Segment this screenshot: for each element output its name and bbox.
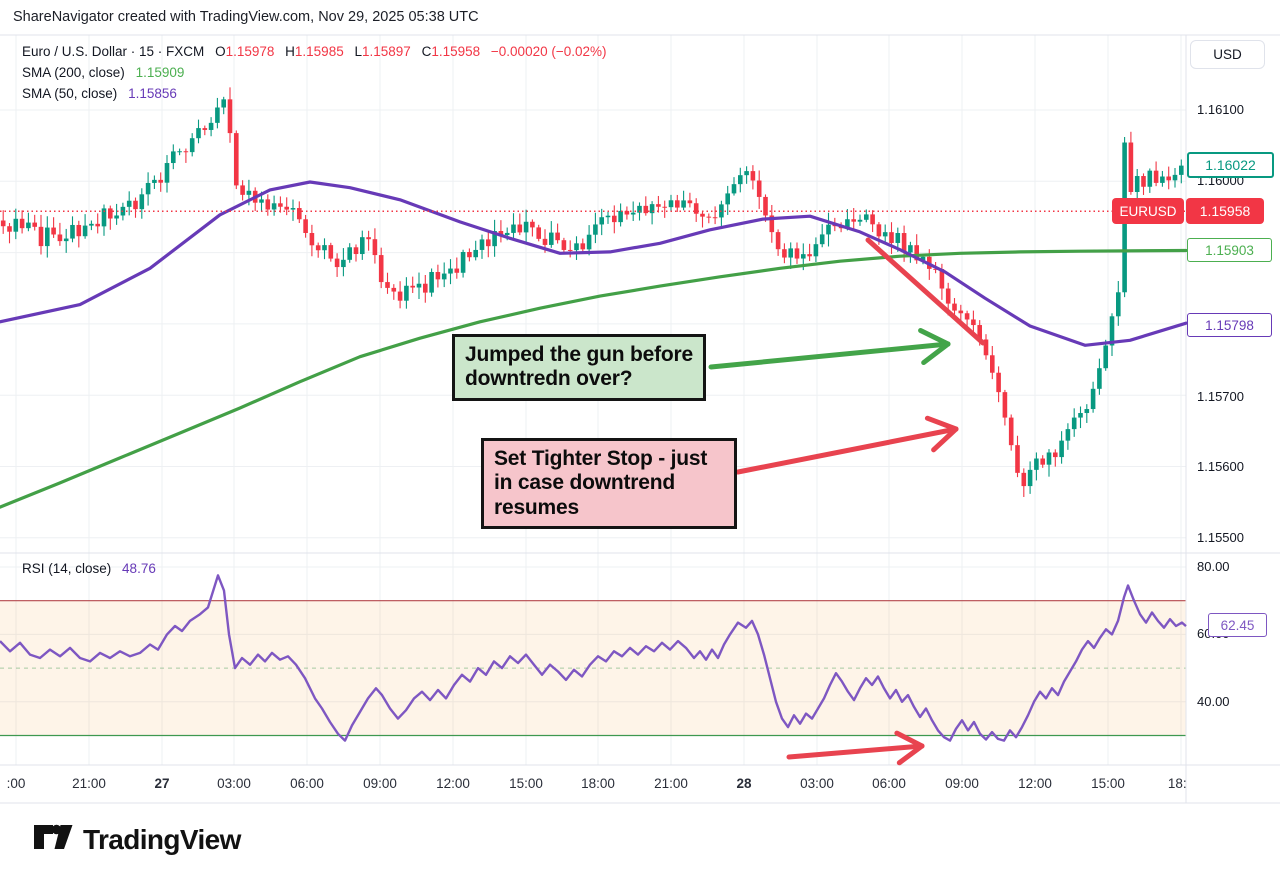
time-tick-label: 15:00 bbox=[1091, 776, 1125, 791]
price-rsi-chart[interactable] bbox=[0, 0, 1280, 805]
close-value: 1.15958 bbox=[431, 44, 481, 59]
time-tick-label: 06:00 bbox=[872, 776, 906, 791]
time-tick-label: 12:00 bbox=[436, 776, 470, 791]
tradingview-wordmark: TradingView bbox=[83, 823, 241, 855]
tradingview-logo-icon bbox=[33, 820, 73, 859]
sma50-label: SMA (50, close) bbox=[22, 86, 118, 101]
share-header: ShareNavigator created with TradingView.… bbox=[13, 9, 479, 25]
sma200-legend-row[interactable]: SMA (200, close) 1.15909 bbox=[22, 62, 607, 83]
note-line: in case downtrend bbox=[494, 471, 675, 495]
time-tick-label: 21:00 bbox=[654, 776, 688, 791]
time-tick-label: :00 bbox=[6, 776, 26, 791]
time-tick-label: 09:00 bbox=[945, 776, 979, 791]
note-line: Jumped the gun before bbox=[465, 343, 693, 366]
symbol-title: Euro / U.S. Dollar · 15 · FXCM bbox=[22, 44, 205, 59]
time-tick-label: 27 bbox=[154, 776, 170, 791]
time-tick-label: 15:00 bbox=[509, 776, 543, 791]
tradingview-footer[interactable]: TradingView bbox=[33, 820, 241, 859]
note-line: downtredn over? bbox=[465, 367, 633, 391]
sma200-label: SMA (200, close) bbox=[22, 65, 125, 80]
annotation-note-jumped-gun[interactable]: Jumped the gun before downtredn over? bbox=[452, 334, 706, 401]
note-line: resumes bbox=[494, 495, 579, 519]
time-tick-label: 18:0 bbox=[1167, 776, 1186, 791]
time-tick-label: 28 bbox=[736, 776, 752, 791]
sma50-price-badge: 1.15798 bbox=[1187, 313, 1272, 337]
current-price-badge: 1.15958 bbox=[1186, 198, 1264, 224]
current-symbol-tag: EURUSD bbox=[1112, 198, 1184, 224]
time-tick-label: 09:00 bbox=[363, 776, 397, 791]
time-tick-label: 18:00 bbox=[581, 776, 615, 791]
high-label: H bbox=[285, 44, 295, 59]
open-label: O bbox=[215, 44, 226, 59]
last-high-price-badge: 1.16022 bbox=[1187, 152, 1274, 178]
time-tick-label: 03:00 bbox=[800, 776, 834, 791]
sma50-legend-row[interactable]: SMA (50, close) 1.15856 bbox=[22, 83, 607, 104]
time-tick-label: 03:00 bbox=[217, 776, 251, 791]
low-value: 1.15897 bbox=[362, 44, 411, 59]
high-value: 1.15985 bbox=[294, 44, 344, 59]
low-label: L bbox=[354, 44, 362, 59]
sma200-value: 1.15909 bbox=[135, 65, 185, 80]
open-value: 1.15978 bbox=[225, 44, 275, 59]
rsi-legend-row[interactable]: RSI (14, close) 48.76 bbox=[22, 561, 156, 576]
annotation-note-tighter-stop[interactable]: Set Tighter Stop - just in case downtren… bbox=[481, 438, 737, 530]
sma200-price-badge: 1.15903 bbox=[1187, 238, 1272, 262]
symbol-legend: Euro / U.S. Dollar · 15 · FXCM O1.15978 … bbox=[22, 41, 607, 104]
rsi-value-badge: 62.45 bbox=[1208, 613, 1267, 637]
time-tick-label: 21:00 bbox=[72, 776, 106, 791]
rsi-label: RSI (14, close) bbox=[22, 561, 112, 576]
sma50-value: 1.15856 bbox=[128, 86, 177, 101]
note-line: Set Tighter Stop - just bbox=[494, 447, 708, 470]
time-tick-label: 12:00 bbox=[1018, 776, 1052, 791]
currency-toggle-button[interactable]: USD bbox=[1190, 40, 1265, 69]
change-value: −0.00020 (−0.02%) bbox=[490, 44, 607, 59]
symbol-ohlc-row[interactable]: Euro / U.S. Dollar · 15 · FXCM O1.15978 … bbox=[22, 41, 607, 62]
time-axis[interactable]: :00 21:00 27 03:00 06:00 09:00 12:00 15:00 18:00… bbox=[0, 769, 1186, 799]
rsi-value: 48.76 bbox=[122, 561, 156, 576]
time-tick-label: 06:00 bbox=[290, 776, 324, 791]
close-label: C bbox=[421, 44, 432, 59]
